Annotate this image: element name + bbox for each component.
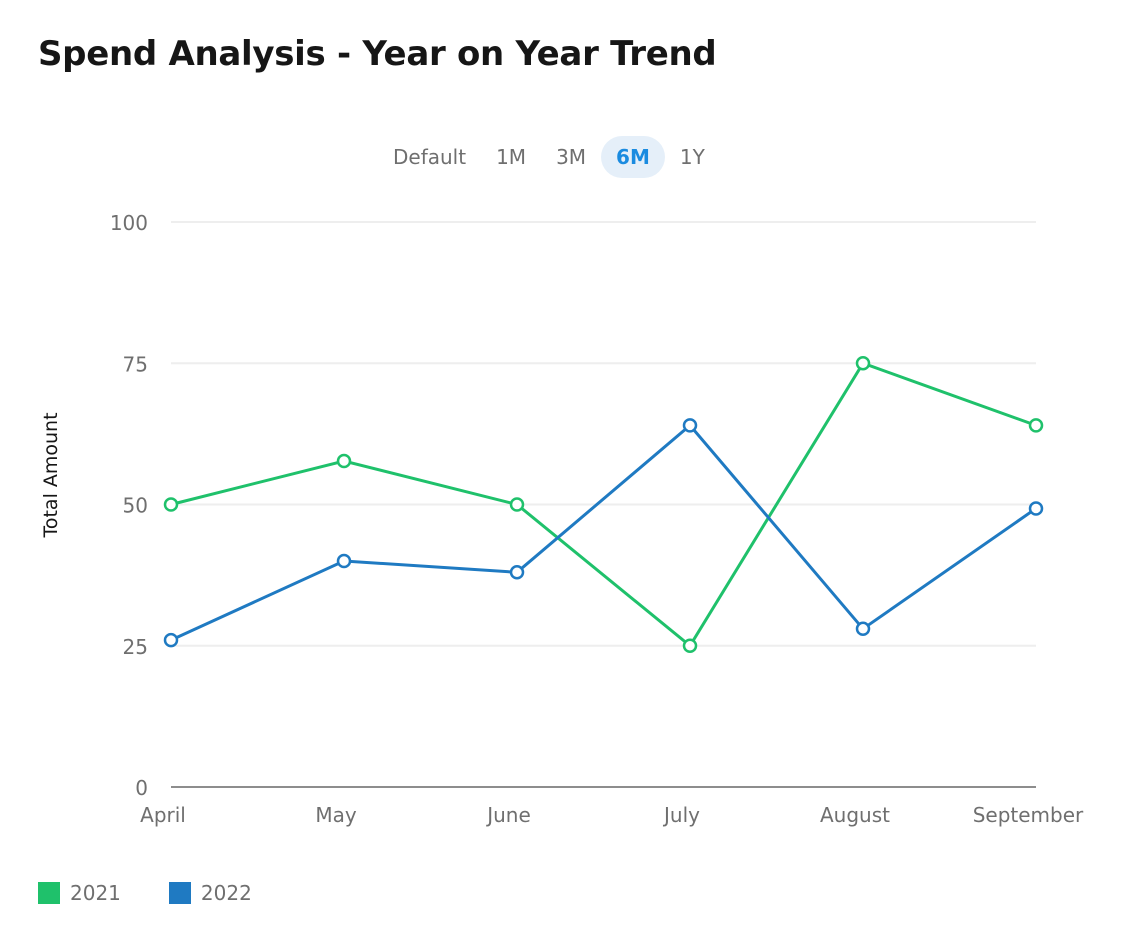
- x-tick-label: May: [315, 803, 357, 827]
- data-point-2022: [1028, 501, 1044, 516]
- time-range-toggle-group: Default 1M 3M 6M 1Y: [378, 136, 720, 178]
- data-point-2022: [682, 418, 698, 433]
- y-tick-label: 50: [123, 494, 148, 518]
- series-line-2022: [170, 423, 1037, 642]
- y-tick-label: 100: [110, 211, 148, 235]
- data-point-2021: [682, 638, 698, 653]
- legend-label: 2021: [70, 881, 121, 905]
- toggle-default[interactable]: Default: [393, 145, 467, 169]
- toggle-3m[interactable]: 3M: [556, 145, 587, 169]
- data-point-2021: [509, 497, 525, 512]
- page-title: Spend Analysis - Year on Year Trend: [38, 34, 717, 74]
- data-point-2022: [509, 565, 525, 580]
- x-tick-label: June: [485, 803, 531, 827]
- data-point-2022: [336, 553, 352, 569]
- toggle-1m[interactable]: 1M: [496, 145, 527, 169]
- y-tick-label: 75: [123, 352, 148, 376]
- data-point-2021: [336, 453, 352, 469]
- legend-label: 2022: [200, 881, 252, 905]
- y-tick-label: 0: [135, 776, 148, 800]
- x-tick-label: July: [662, 803, 700, 827]
- y-tick-label: 25: [123, 635, 148, 659]
- legend-item-2021[interactable]: 2021: [38, 881, 121, 905]
- toggle-1y[interactable]: 1Y: [679, 145, 705, 169]
- x-tick-label: September: [973, 803, 1084, 827]
- x-tick-label: April: [140, 803, 186, 827]
- x-tick-label: August: [820, 803, 890, 827]
- series-line-2021: [170, 361, 1037, 648]
- data-point-2022: [163, 632, 179, 648]
- legend: 2021 2022: [38, 881, 252, 905]
- legend-swatch-2021: [38, 882, 60, 904]
- legend-item-2022[interactable]: 2022: [168, 881, 252, 905]
- legend-swatch-2022: [168, 882, 191, 904]
- y-axis-label: Total Amount: [40, 412, 62, 538]
- toggle-6m[interactable]: 6M: [601, 136, 665, 178]
- data-point-2021: [1028, 418, 1044, 433]
- data-point-2021: [163, 497, 179, 512]
- data-point-2021: [855, 356, 871, 371]
- data-point-2022: [855, 621, 871, 637]
